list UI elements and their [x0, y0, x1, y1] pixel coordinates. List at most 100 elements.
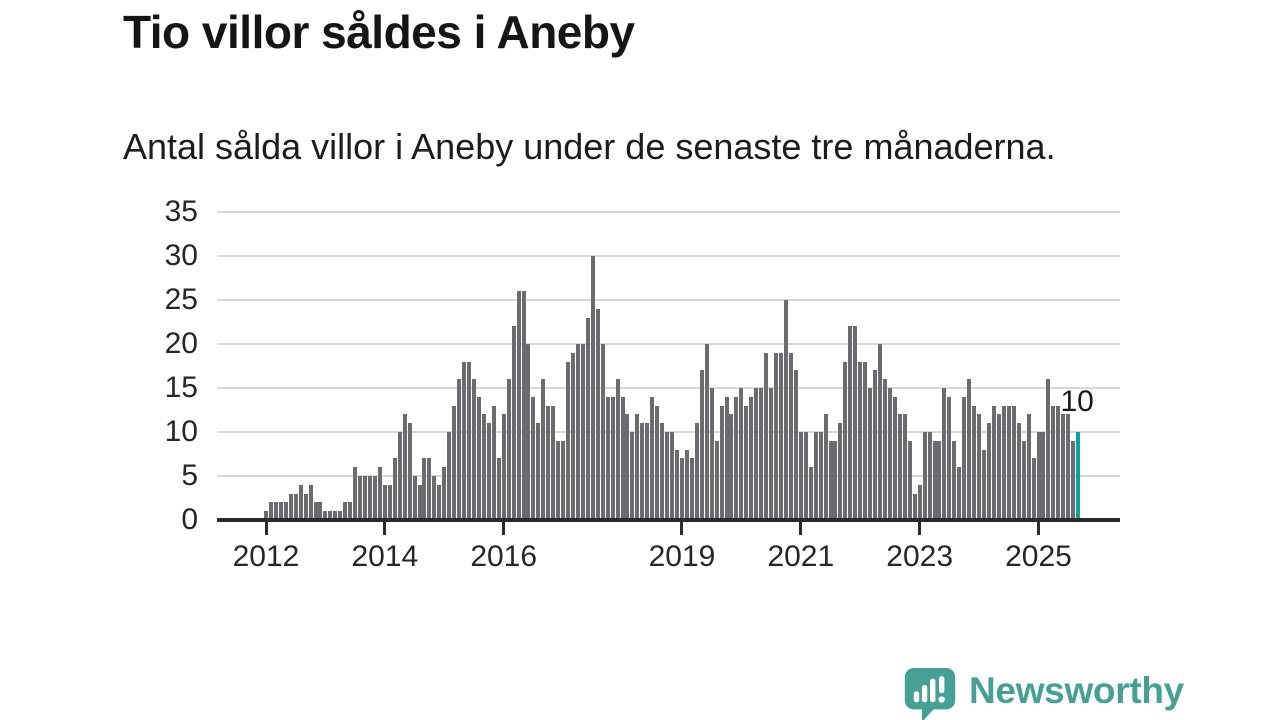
bar	[268, 502, 273, 520]
bar	[878, 344, 883, 520]
bar	[858, 361, 863, 520]
bar	[273, 502, 278, 520]
bar	[471, 379, 476, 520]
y-gridline	[217, 211, 1120, 213]
bar	[660, 423, 665, 520]
bar	[828, 440, 833, 520]
x-axis-tick	[918, 522, 922, 535]
bar	[402, 414, 407, 520]
y-axis-tick-label: 20	[164, 327, 198, 360]
bar	[699, 370, 704, 520]
x-axis-line	[217, 518, 1120, 522]
bar	[298, 484, 303, 520]
highlight-bar	[1076, 432, 1081, 520]
bar	[853, 326, 858, 520]
bar	[353, 467, 358, 520]
x-axis-tick-label: 2019	[648, 540, 716, 573]
bar	[823, 414, 828, 520]
bar	[774, 352, 779, 520]
bar	[907, 440, 912, 520]
bar	[556, 440, 561, 520]
bar	[764, 352, 769, 520]
bar	[665, 432, 670, 520]
bar	[264, 511, 268, 520]
x-axis-tick	[264, 522, 268, 535]
bar	[467, 361, 472, 520]
bar	[546, 405, 551, 520]
bar	[1031, 458, 1036, 520]
bar	[486, 423, 491, 520]
brand-name: Newsworthy	[969, 670, 1184, 711]
bar	[977, 414, 982, 520]
bar	[328, 511, 333, 520]
bar	[387, 484, 392, 520]
bar	[615, 379, 620, 520]
bar	[521, 291, 526, 520]
bar	[432, 476, 437, 520]
bar	[377, 467, 382, 520]
bar	[675, 449, 680, 520]
bar	[283, 502, 288, 520]
bar	[991, 405, 996, 520]
bar	[1026, 414, 1031, 520]
bar	[313, 502, 318, 520]
bar	[1001, 405, 1006, 520]
bar	[793, 370, 798, 520]
bar	[506, 379, 511, 520]
bar	[625, 414, 630, 520]
bar	[382, 484, 387, 520]
bar	[947, 396, 952, 520]
last-value-label: 10	[1060, 385, 1094, 418]
x-axis-tick-label: 2023	[886, 540, 954, 573]
bar	[932, 440, 937, 520]
bar	[704, 344, 709, 520]
bar	[709, 388, 714, 520]
bar	[967, 379, 972, 520]
bar	[917, 484, 922, 520]
bar	[575, 344, 580, 520]
newsworthy-logo: Newsworthy	[903, 666, 1184, 720]
bar	[833, 440, 838, 520]
bar	[1006, 405, 1011, 520]
bar	[892, 396, 897, 520]
bar	[610, 396, 615, 520]
bar	[1061, 414, 1066, 520]
bar	[288, 493, 293, 520]
bar	[848, 326, 853, 520]
bar	[333, 511, 338, 520]
bar	[308, 484, 313, 520]
y-axis-tick-label: 0	[181, 503, 198, 536]
bar	[511, 326, 516, 520]
bar	[788, 352, 793, 520]
x-axis-tick	[383, 522, 387, 535]
bar	[897, 414, 902, 520]
bar	[620, 396, 625, 520]
page-title: Tio villor såldes i Aneby	[123, 6, 635, 58]
bar	[818, 432, 823, 520]
bar	[655, 405, 660, 520]
bar	[724, 396, 729, 520]
bar	[922, 432, 927, 520]
bar	[367, 476, 372, 520]
y-axis-tick-label: 35	[164, 195, 198, 228]
bar	[902, 414, 907, 520]
bar	[580, 344, 585, 520]
bar	[1041, 432, 1046, 520]
bar	[783, 300, 788, 520]
bar	[595, 308, 600, 520]
bar	[278, 502, 283, 520]
bar	[650, 396, 655, 520]
bar	[942, 388, 947, 520]
bar	[323, 511, 328, 520]
bar	[566, 361, 571, 520]
y-axis-tick-label: 5	[181, 459, 198, 492]
bar	[1071, 440, 1076, 520]
y-axis-tick-label: 15	[164, 371, 198, 404]
bar	[516, 291, 521, 520]
bar	[719, 405, 724, 520]
bar	[684, 449, 689, 520]
x-axis-tick	[680, 522, 684, 535]
bar	[348, 502, 353, 520]
bar	[759, 388, 764, 520]
bar	[442, 467, 447, 520]
